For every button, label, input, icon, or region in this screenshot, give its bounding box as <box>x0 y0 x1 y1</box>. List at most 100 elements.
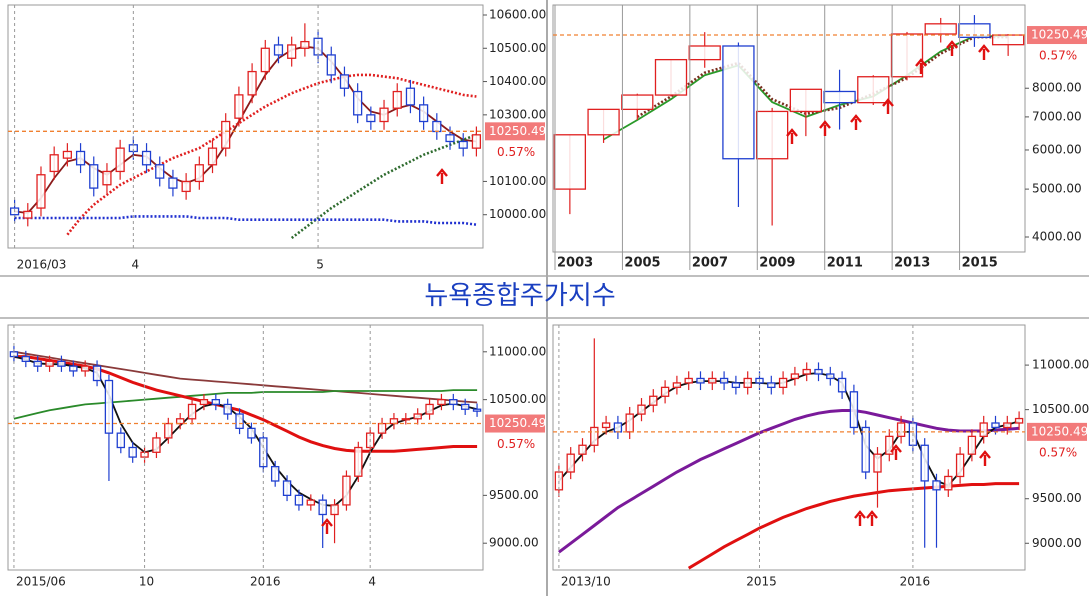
candle-body <box>719 377 729 384</box>
y-tick-label: 10600.00 <box>489 7 546 21</box>
candle-body <box>102 170 112 186</box>
x-tick-label: 2013 <box>894 256 930 271</box>
price-box <box>1027 422 1087 441</box>
candle-body <box>313 37 323 56</box>
page-title: 뉴욕종합주가지수 <box>424 281 615 311</box>
x-tick-label: 2003 <box>557 256 593 271</box>
candle-body <box>211 398 221 406</box>
y-tick-label: 10400.00 <box>489 74 546 88</box>
candle-body <box>80 365 90 372</box>
candle-body <box>449 398 458 406</box>
candle-body <box>621 94 654 111</box>
price-label: 10250.49 <box>1031 424 1088 438</box>
signal-arrow <box>436 168 448 184</box>
x-tick-label: 2009 <box>759 256 795 271</box>
y-tick-label: 7000.00 <box>1032 109 1082 123</box>
y-tick-label: 6000.00 <box>1032 142 1082 156</box>
candle-body <box>708 377 717 384</box>
candle-body <box>767 382 776 389</box>
candle-body <box>578 444 587 455</box>
candle-body <box>471 134 482 149</box>
plot-frame <box>552 324 1026 571</box>
y-tick-label: 10500.00 <box>1032 402 1089 416</box>
ma-line <box>13 350 478 404</box>
candle-body <box>896 422 906 438</box>
candle-body <box>270 465 280 482</box>
candle-body <box>654 58 688 96</box>
candle-body <box>89 164 99 189</box>
signal-arrow <box>890 444 902 460</box>
ma-line <box>687 482 1020 570</box>
y-tick-label: 5000.00 <box>1032 182 1082 196</box>
plot <box>9 23 482 240</box>
y-tick-label: 10500.00 <box>489 41 546 55</box>
candle-body <box>155 164 165 179</box>
candle-body <box>979 422 988 438</box>
signal-arrow <box>786 128 798 144</box>
candle-body <box>23 210 33 219</box>
plot-frame <box>7 4 484 249</box>
candle-body <box>566 453 575 473</box>
candle-body <box>260 47 270 73</box>
ma-line <box>557 409 1020 554</box>
x-tick-label: 2007 <box>692 256 728 271</box>
candle-body <box>802 368 811 375</box>
candle-body <box>590 426 599 446</box>
candle-body <box>991 422 1000 429</box>
candle-body <box>637 404 646 415</box>
candle-body <box>460 403 470 410</box>
candle-body <box>826 373 835 380</box>
candle-body <box>991 34 1025 46</box>
candle-body <box>553 134 587 190</box>
candle-body <box>413 413 422 420</box>
candle-body <box>92 365 102 382</box>
candle-body <box>221 120 231 149</box>
candle-body <box>36 174 46 209</box>
signal-arrow <box>978 44 990 60</box>
candle-body <box>885 435 894 455</box>
candle-body <box>1014 417 1024 424</box>
candle-body <box>672 382 682 389</box>
candle-body <box>837 377 847 393</box>
candle-body <box>181 180 191 193</box>
price-label: 10250.49 <box>489 124 546 138</box>
candle-body <box>967 435 977 455</box>
price-label: 10250.49 <box>1031 28 1088 42</box>
candle-body <box>437 398 446 406</box>
y-tick-label: 9500.00 <box>489 488 539 502</box>
x-tick-label: 2005 <box>624 256 660 271</box>
candle-body <box>175 418 185 425</box>
candle-body <box>330 504 339 516</box>
candle-body <box>684 377 693 384</box>
candle-body <box>194 164 204 183</box>
price-box <box>485 414 545 433</box>
candle-body <box>128 446 137 458</box>
x-tick-label: 2015 <box>746 575 777 589</box>
candle-body <box>419 104 429 123</box>
ma-line <box>66 73 477 236</box>
candle-body <box>282 480 292 497</box>
y-tick-label: 10300.00 <box>489 107 546 121</box>
candle-body <box>955 453 965 478</box>
candle-body <box>45 360 54 367</box>
candle-body <box>287 44 297 59</box>
y-tick-label: 10100.00 <box>489 174 546 188</box>
price-box <box>1027 26 1087 45</box>
candle-body <box>731 382 741 389</box>
plot-frame <box>7 324 484 571</box>
ma-line <box>558 372 1020 487</box>
ma-line <box>636 35 1009 119</box>
y-tick-label: 8000.00 <box>1032 81 1082 95</box>
candle-body <box>814 368 823 375</box>
candle-body <box>861 426 870 473</box>
candle-body <box>152 437 161 453</box>
candle-body <box>924 23 957 35</box>
x-tick-label: 2016 <box>250 575 281 589</box>
candle-body <box>223 403 232 415</box>
x-tick-label: 2016/03 <box>17 258 67 272</box>
x-tick-label: 2013/10 <box>561 575 611 589</box>
candle-body <box>401 418 411 421</box>
x-tick-label: 2011 <box>827 256 863 271</box>
